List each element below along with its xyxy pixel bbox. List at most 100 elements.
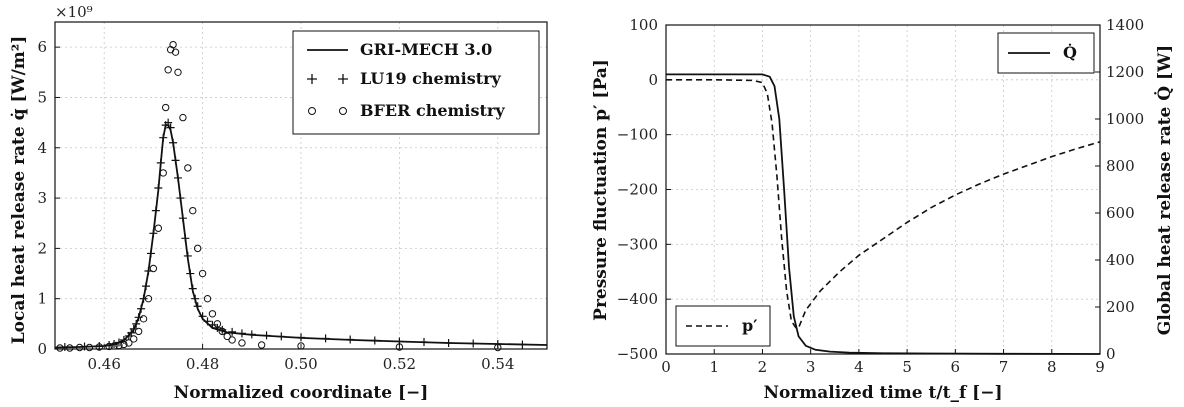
right-x-tick-label: 1 xyxy=(709,358,719,376)
left-x-axis-label: Normalized coordinate [−] xyxy=(174,383,429,403)
series-lu19-point xyxy=(149,229,158,238)
series-lu19-point xyxy=(181,234,190,243)
right-y2-tick-label: 1400 xyxy=(1106,16,1144,34)
left-y-tick-label: 1 xyxy=(37,290,47,308)
series-lu19-point xyxy=(262,331,271,340)
series-lu19-point xyxy=(178,214,187,223)
series-lu19-point xyxy=(156,158,165,167)
series-bfer-point xyxy=(75,343,84,352)
right-y-tick-label: 100 xyxy=(629,16,658,34)
series-lu19-point xyxy=(346,335,355,344)
series-bfer-point xyxy=(208,310,217,318)
series-bfer-point xyxy=(179,113,187,122)
left-x-tick-label: 0.48 xyxy=(186,355,219,373)
series-p-line xyxy=(666,79,1101,330)
right-legend-top: Q̇ xyxy=(997,32,1095,74)
series-bfer-point xyxy=(257,341,266,349)
right-y-tick-label: −500 xyxy=(617,345,658,363)
series-lu19-point xyxy=(321,334,330,343)
series-lu19-point xyxy=(119,335,128,344)
series-lu19-point xyxy=(154,184,163,193)
right-y-tick-label: −100 xyxy=(617,126,658,144)
series-bfer-point xyxy=(105,342,113,351)
series-lu19-point xyxy=(137,304,146,313)
series-lu19-point xyxy=(469,339,478,348)
right-y2-tick-label: 800 xyxy=(1106,157,1135,175)
series-bfer-point xyxy=(228,336,236,344)
series-lu19-point xyxy=(171,156,180,165)
legend-circle-swatch xyxy=(308,107,347,115)
right-y2-tick-label: 0 xyxy=(1106,345,1116,363)
series-lu19-point xyxy=(247,330,256,339)
right-ticks: 0 1 2 3 4 5 6 7 8 91000−100−200−300−400−500140012… xyxy=(617,16,1144,376)
series-bfer-point xyxy=(164,66,172,74)
right-x-tick-label: 9 xyxy=(1095,358,1105,376)
series-bfer-point xyxy=(184,164,192,172)
series-lu19-point xyxy=(183,251,192,260)
series-bfer-point xyxy=(66,344,74,352)
series-bfer-point xyxy=(193,244,202,253)
left-y-multiplier: ×10⁹ xyxy=(55,3,93,21)
series-lu19-point xyxy=(203,317,212,326)
series-lu19-point xyxy=(237,329,246,338)
series-lu19-point xyxy=(198,312,207,321)
left-x-tick-label: 0.50 xyxy=(284,355,317,373)
right-chart: 0 1 2 3 4 5 6 7 8 91000−100−200−300−400−500140012… xyxy=(591,16,1175,403)
series-bfer-point xyxy=(125,339,133,347)
series-lu19-point xyxy=(277,332,286,341)
right-y2-tick-label: 200 xyxy=(1106,298,1135,316)
legend-label-p: p′ xyxy=(742,316,757,335)
series-bfer-point xyxy=(203,294,212,303)
left-y-axis-label: Local heat release rate q̇ [W/m²] xyxy=(9,36,29,345)
legend-label-bfer: BFER chemistry xyxy=(360,101,505,120)
series-lu19-point xyxy=(191,294,200,303)
series-lu19-point xyxy=(444,338,453,347)
left-x-tick-label: 0.46 xyxy=(87,355,120,373)
series-bfer-point xyxy=(85,343,94,352)
series-bfer-point xyxy=(120,340,128,349)
right-x-tick-label: 6 xyxy=(951,358,961,376)
series-bfer-point xyxy=(162,103,170,112)
series-bfer-point xyxy=(238,339,246,347)
right-y2-tick-label: 1000 xyxy=(1106,110,1144,128)
series-bfer-point xyxy=(174,68,182,77)
series-lu19-point xyxy=(420,337,428,346)
legend-label-gri: GRI-MECH 3.0 xyxy=(360,40,492,59)
left-y-tick-label: 5 xyxy=(37,88,47,106)
series-lu19-point xyxy=(208,320,217,329)
series-gri-line xyxy=(54,124,548,349)
right-y2-tick-label: 600 xyxy=(1106,204,1135,222)
series-bfer-point xyxy=(144,294,153,303)
left-x-tick-label: 0.52 xyxy=(383,355,416,373)
series-lu19-point xyxy=(146,249,155,258)
left-ticks: 0.46 0.48 0.50 0.52 0.54 0 1 2 3 4 5 6 xyxy=(37,38,514,373)
right-x-axis-label: Normalized time t/t_f [−] xyxy=(763,383,1002,403)
series-bfer-point xyxy=(395,343,404,351)
left-chart: 0.46 0.48 0.50 0.52 0.54 0 1 2 3 4 5 6 ×10⁹ Normali… xyxy=(9,3,548,403)
series-bfer-point xyxy=(198,269,207,278)
series-lu19-point xyxy=(188,284,197,293)
left-legend: GRI-MECH 3.0 LU19 chemistry BFER chemist… xyxy=(292,30,540,135)
right-right-axis-label: Global heat release rate Q̇ [W] xyxy=(1155,45,1175,335)
right-y-tick-label: 0 xyxy=(648,71,658,89)
left-y-tick-label: 4 xyxy=(37,139,47,157)
left-y-tick-label: 0 xyxy=(37,340,47,358)
left-y-tick-label: 6 xyxy=(37,38,47,56)
right-x-tick-label: 7 xyxy=(999,358,1009,376)
series-lu19-point xyxy=(127,328,136,337)
right-x-tick-label: 4 xyxy=(854,358,864,376)
series-lu19-point xyxy=(518,340,527,349)
right-x-tick-label: 0 xyxy=(661,358,671,376)
series-lu19-point xyxy=(297,333,305,342)
series-lu19-point xyxy=(193,302,202,311)
series-bfer-point xyxy=(218,327,226,336)
legend-plus-swatch xyxy=(307,74,348,84)
right-x-tick-label: 8 xyxy=(1047,358,1057,376)
series-bfer-point xyxy=(139,315,148,323)
series-lu19-point xyxy=(164,118,173,127)
legend-label-lu19: LU19 chemistry xyxy=(360,69,502,88)
series-q-line xyxy=(666,73,1101,355)
series-bfer-point xyxy=(134,327,143,336)
series-lu19-point xyxy=(151,206,160,215)
